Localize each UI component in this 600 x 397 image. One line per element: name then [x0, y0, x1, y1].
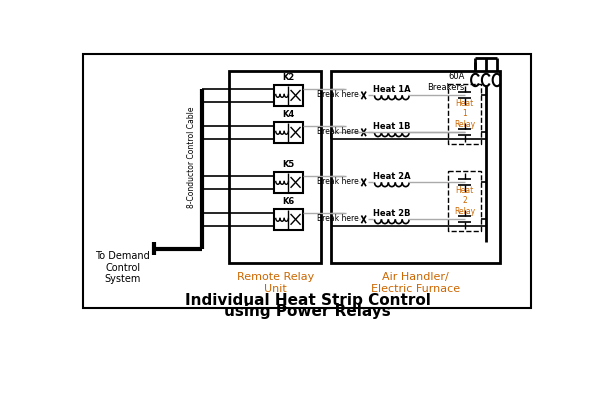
- Text: 8-Conductor Control Cable: 8-Conductor Control Cable: [187, 107, 196, 208]
- Text: Heat
2
Relay: Heat 2 Relay: [454, 186, 475, 216]
- Text: using Power Relays: using Power Relays: [224, 304, 391, 319]
- Text: Heat 2B: Heat 2B: [373, 209, 410, 218]
- Bar: [448, 84, 481, 144]
- Text: Heat 2A: Heat 2A: [373, 172, 410, 181]
- Text: Remote Relay
Unit: Remote Relay Unit: [236, 272, 314, 294]
- Text: Break here: Break here: [317, 214, 358, 223]
- Text: Individual Heat Strip Control: Individual Heat Strip Control: [185, 293, 430, 308]
- Bar: [331, 71, 500, 263]
- Text: K2: K2: [282, 73, 295, 82]
- Text: K4: K4: [282, 110, 295, 119]
- Text: Break here: Break here: [317, 90, 358, 99]
- Text: Break here: Break here: [317, 127, 358, 136]
- Bar: [274, 172, 303, 193]
- Bar: [448, 171, 481, 231]
- Text: Break here: Break here: [317, 177, 358, 186]
- Bar: [229, 71, 322, 263]
- Bar: [274, 208, 303, 230]
- Bar: [274, 85, 303, 106]
- Bar: [83, 54, 531, 308]
- Text: K6: K6: [282, 197, 295, 206]
- Text: K5: K5: [282, 160, 295, 169]
- Text: Heat
1
Relay: Heat 1 Relay: [454, 99, 475, 129]
- Bar: [274, 121, 303, 143]
- Text: 60A
Breakers: 60A Breakers: [427, 72, 464, 92]
- Text: To Demand
Control
System: To Demand Control System: [95, 251, 150, 284]
- Text: Heat 1A: Heat 1A: [373, 85, 410, 94]
- Text: Air Handler/
Electric Furnace: Air Handler/ Electric Furnace: [371, 272, 460, 294]
- Text: Heat 1B: Heat 1B: [373, 121, 410, 131]
